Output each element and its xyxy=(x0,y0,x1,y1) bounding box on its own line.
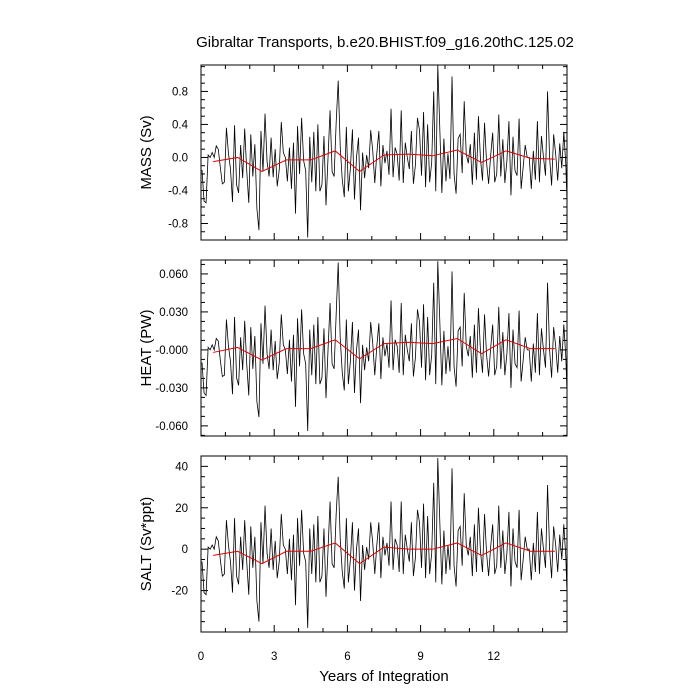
mass-panel: 0.8 0.4 0.0 -0.4 -0.8 MASS (Sv) xyxy=(138,64,568,241)
mass-y-axis-label: MASS (Sv) xyxy=(138,115,155,189)
salt-y-axis-label: SALT (Sv*ppt) xyxy=(138,497,155,591)
heat-monthly-line xyxy=(201,261,567,431)
heat-ytick-label: -0.060 xyxy=(155,421,188,433)
mass-monthly-line xyxy=(201,65,567,238)
salt-ytick-label: 20 xyxy=(175,503,188,515)
salt-ytick-label: 0 xyxy=(182,544,188,556)
salt-xtick-label: 0 xyxy=(198,651,204,663)
mass-ytick-label: 0.8 xyxy=(172,86,188,98)
mass-ytick-label: 0.4 xyxy=(172,119,189,131)
mass-frame xyxy=(200,64,568,241)
x-axis-label: Years of Integration xyxy=(319,668,449,685)
heat-panel: 0.060 0.030 -0.000 -0.030 -0.060 HEAT (PW) xyxy=(138,259,568,437)
salt-xtick-label: 6 xyxy=(344,651,350,663)
mass-ytick-label: 0.0 xyxy=(172,152,188,164)
salt-xtick-label: 3 xyxy=(271,651,277,663)
figure-title: Gibraltar Transports, b.e20.BHIST.f09_g1… xyxy=(196,34,574,51)
heat-annual-mean-line xyxy=(213,337,555,361)
heat-frame xyxy=(200,259,568,437)
salt-ytick-label: -20 xyxy=(171,586,188,598)
salt-annual-mean-line xyxy=(213,542,555,565)
mass-ytick-label: -0.4 xyxy=(168,185,188,197)
salt-monthly-line xyxy=(201,458,567,628)
heat-ytick-label: 0.030 xyxy=(159,307,188,319)
salt-frame xyxy=(200,455,568,633)
heat-ytick-label: 0.060 xyxy=(159,269,188,281)
heat-y-axis-label: HEAT (PW) xyxy=(138,310,155,387)
salt-ytick-label: 40 xyxy=(175,461,188,473)
salt-panel: 40 20 0 -20 0 3 6 9 12 SALT (Sv*ppt) xyxy=(138,455,568,663)
mass-ytick-label: -0.8 xyxy=(168,218,188,230)
panels: 0.8 0.4 0.0 -0.4 -0.8 MASS (Sv) 0.060 0.030 -0.0… xyxy=(138,64,568,663)
salt-xtick-label: 12 xyxy=(487,651,500,663)
mass-annual-mean-line xyxy=(213,149,555,173)
heat-ytick-label: -0.030 xyxy=(155,383,188,395)
salt-xtick-label: 9 xyxy=(417,651,423,663)
heat-ytick-label: -0.000 xyxy=(155,345,188,357)
